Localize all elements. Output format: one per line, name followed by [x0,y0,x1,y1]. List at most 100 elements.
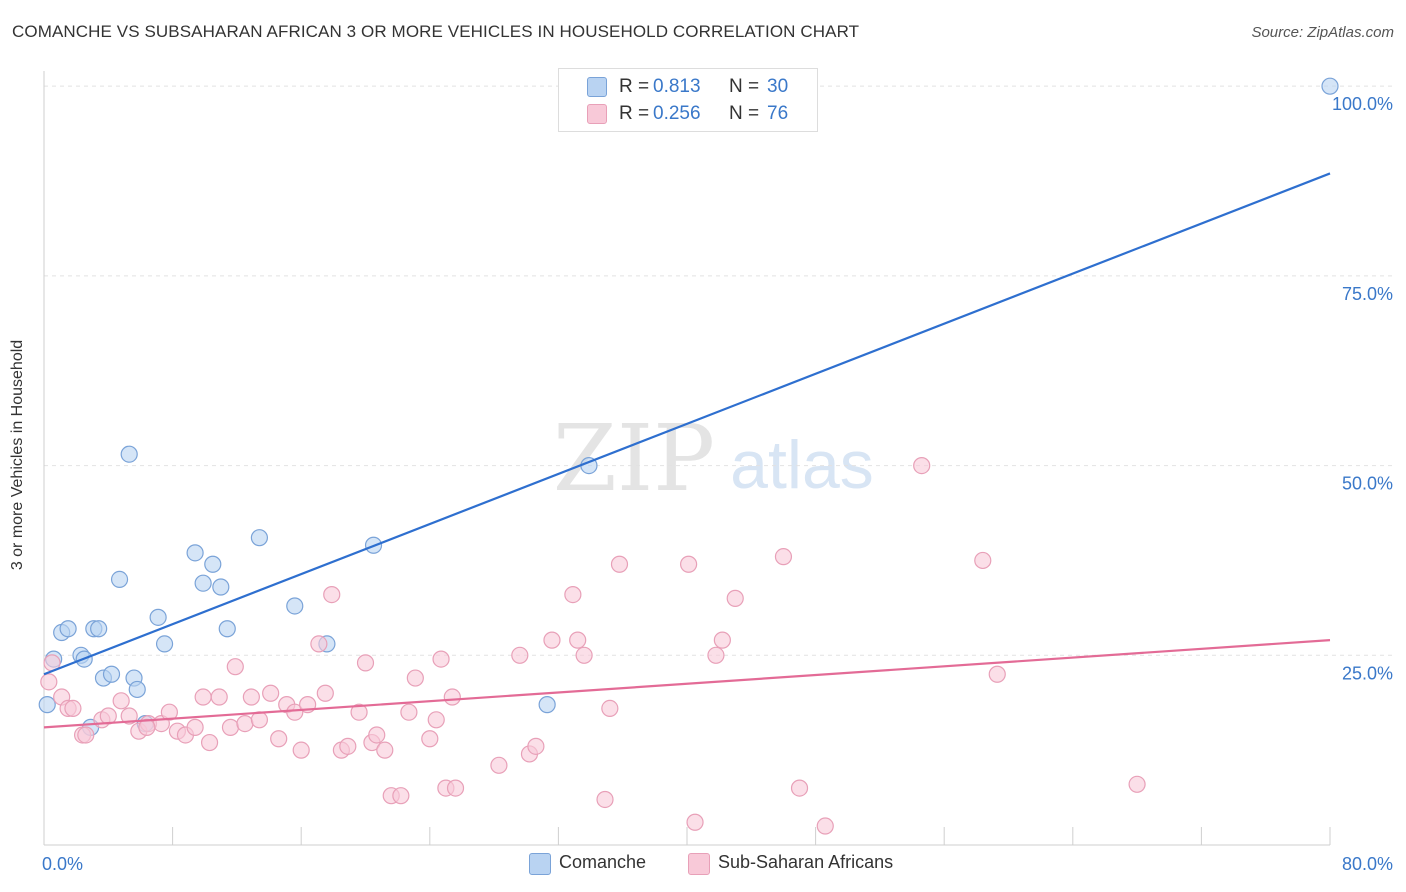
data-point [186,718,204,736]
data-point [160,703,178,721]
y-tick-label: 100.0% [1332,94,1393,114]
data-point [128,680,146,699]
data-point [270,730,288,748]
r-label: R = [619,76,650,97]
data-point [443,688,461,706]
data-point [204,555,222,573]
data-point [432,650,450,668]
data-point [186,544,204,562]
watermark-atlas: atlas [730,427,874,503]
source-label: Source: ZipAtlas.com [1251,24,1394,41]
data-point [376,741,394,759]
data-point [110,570,129,589]
data-point [112,692,130,710]
data-point [286,597,304,615]
r-label: R = [619,103,650,124]
legend-label-subsaharan: Sub-Saharan Africans [718,852,894,872]
y-axis-label: 3 or more Vehicles in Household [9,339,26,571]
data-point [392,787,410,805]
watermark-zip: ZIP [553,405,715,512]
data-point [310,635,328,653]
data-point [194,574,212,592]
data-point [218,620,236,638]
data-point [120,707,138,725]
data-point [713,631,731,649]
data-point [323,585,341,604]
data-point [90,620,108,638]
data-point [726,589,744,607]
data-point [236,714,254,733]
data-point [421,730,439,748]
data-point [368,726,386,744]
trend-line [43,172,1331,676]
legend-label-comanche: Comanche [559,852,647,872]
data-point [221,718,240,736]
data-point [212,578,230,596]
n-value: 30 [767,76,789,97]
data-point [427,711,445,729]
legend-swatch-subsaharan [688,853,710,875]
data-point [790,779,809,797]
trend-line [43,639,1331,729]
data-point [538,696,556,714]
data-point [610,555,629,573]
r-value: 0.256 [653,103,701,124]
r-value: 0.813 [653,76,701,97]
data-point [564,585,582,604]
data-point [339,737,357,755]
data-point [511,646,529,664]
data-point [77,726,95,744]
data-point [988,665,1006,683]
data-point [155,635,174,653]
axes [43,71,1331,846]
data-point [1321,77,1339,95]
data-point [200,733,219,752]
tick-labels: 25.0% 50.0% 75.0% 100.0% 0.0% 80.0% [42,94,1393,874]
data-point [543,631,561,649]
data-point [913,456,931,475]
data-point [350,703,368,721]
data-point [601,699,619,718]
data-point [686,813,704,831]
data-point [210,688,228,706]
n-value: 76 [767,103,789,124]
data-point [1128,775,1146,793]
data-point [356,654,375,672]
data-point [286,703,304,721]
data-point [64,699,82,718]
data-point [38,696,56,714]
data-point [59,620,77,638]
data-point [527,737,545,755]
chart-title: COMANCHE VS SUBSAHARAN AFRICAN 3 OR MORE… [12,22,860,41]
data-point [102,665,121,683]
data-point [446,779,465,797]
n-label: N = [729,103,760,124]
data-point [816,817,834,835]
data-point [569,631,587,649]
x-tick-label: 80.0% [1342,854,1393,874]
data-point [120,445,138,463]
data-point [226,658,244,676]
trend-lines [43,172,1331,729]
x-tick-label: 0.0% [42,854,83,874]
y-tick-label: 25.0% [1342,663,1393,683]
gridlines [44,85,1395,656]
data-point [406,669,424,687]
data-point [149,608,167,626]
y-tick-label: 50.0% [1342,474,1393,494]
legend-swatch-comanche [529,853,551,875]
data-point [575,646,593,664]
data-point [40,673,58,691]
data-point [680,555,698,573]
data-point [316,684,334,702]
data-point [400,703,418,721]
legend-swatch-comanche [587,77,607,97]
data-point [250,529,269,547]
data-point [194,688,212,706]
data-point [242,688,260,706]
data-point [596,790,614,809]
data-point [774,548,793,566]
legend-swatch-subsaharan [587,104,607,124]
data-point [292,741,310,759]
